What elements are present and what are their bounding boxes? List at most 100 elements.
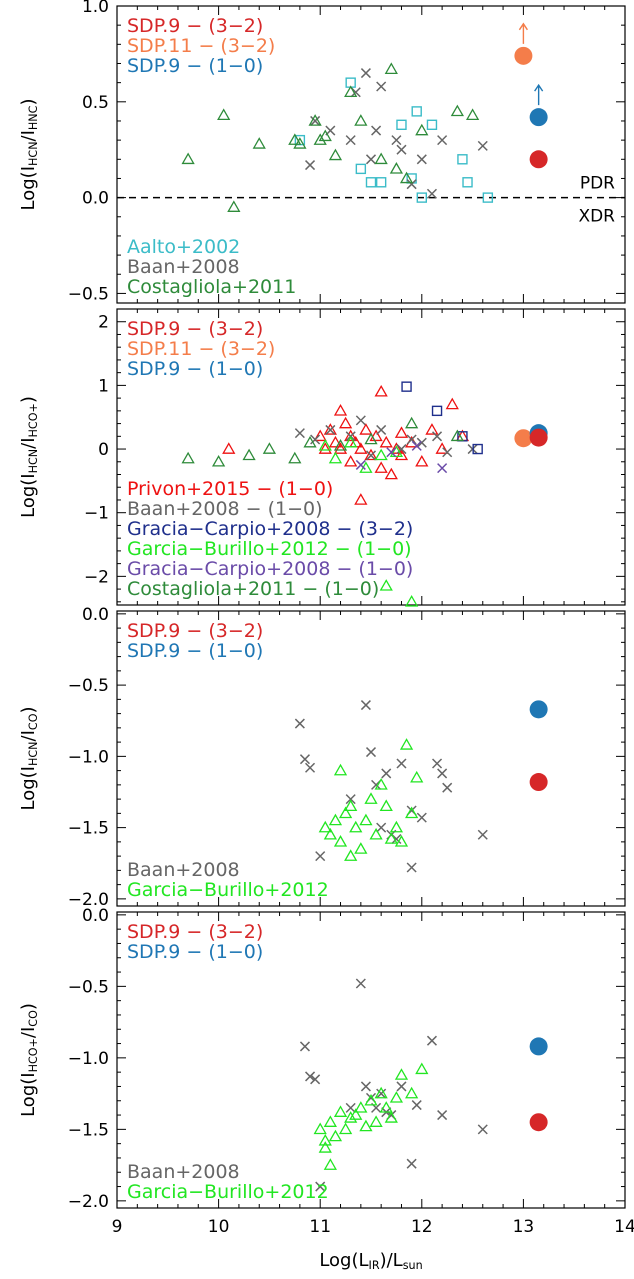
series <box>318 435 419 607</box>
data-point <box>318 820 332 833</box>
data-point <box>181 152 195 165</box>
data-point <box>425 423 439 435</box>
y-tick-label: −1 <box>84 504 109 524</box>
series <box>514 22 533 65</box>
x-tick-label: 14 <box>614 1217 634 1237</box>
data-point <box>360 68 371 79</box>
data-point <box>406 434 417 445</box>
y-tick-label: −0.5 <box>68 284 109 304</box>
data-point <box>333 404 348 416</box>
data-point <box>437 135 448 146</box>
data-point <box>328 1129 343 1142</box>
data-point <box>411 440 422 451</box>
data-point <box>426 119 438 131</box>
data-point <box>344 799 358 812</box>
data-point <box>465 108 480 120</box>
plot-frame <box>116 308 626 606</box>
data-point <box>365 747 377 758</box>
data-point <box>328 451 343 464</box>
data-point <box>477 1124 488 1135</box>
data-point <box>328 148 343 161</box>
data-point <box>313 133 327 145</box>
series <box>529 700 548 719</box>
data-point <box>405 595 419 607</box>
legend-entry: SDP.9 − (3−2) <box>127 318 263 340</box>
data-point <box>333 763 348 776</box>
data-point <box>294 428 305 439</box>
panel-2: −2 −1 0 1 2 Log(IHCN/IHCO+) SDP.9 − (3−2)SDP.1… <box>18 308 626 607</box>
data-point <box>376 1088 387 1099</box>
x-tick-label: 10 <box>208 1217 230 1237</box>
data-point <box>445 397 459 410</box>
data-point <box>315 851 326 862</box>
data-point <box>477 140 488 151</box>
legend-entry: SDP.9 − (3−2) <box>127 921 263 943</box>
data-point <box>450 104 464 117</box>
data-point <box>405 416 419 429</box>
data-point <box>399 171 414 184</box>
data-point <box>384 62 398 75</box>
y-tick-label: −1.5 <box>68 819 109 839</box>
data-point <box>371 125 382 136</box>
legend-entry: Baan+2008 <box>127 859 240 881</box>
x-axis-label: Log(LIR)/Lsun <box>319 1250 422 1272</box>
data-point <box>376 81 387 92</box>
series <box>181 416 464 467</box>
data-point <box>349 820 363 833</box>
data-point <box>333 439 348 451</box>
data-point <box>242 448 256 461</box>
data-point <box>374 384 388 397</box>
data-point <box>529 700 548 719</box>
y-tick-label: −2.0 <box>68 1192 109 1212</box>
data-point <box>514 429 533 448</box>
legend-entry: SDP.9 − (1−0) <box>127 640 263 662</box>
data-point <box>359 813 373 826</box>
data-point <box>482 192 494 203</box>
plot-frame <box>116 911 626 1209</box>
data-point <box>354 493 368 505</box>
data-point <box>355 163 367 175</box>
data-point <box>181 451 195 464</box>
y-tick-label: −1.0 <box>68 747 109 767</box>
data-point <box>354 842 368 854</box>
series <box>514 429 533 448</box>
data-point <box>514 46 533 65</box>
data-point <box>354 114 368 126</box>
data-point <box>379 799 393 812</box>
data-point <box>318 439 332 451</box>
legend-entry: Gracia−Carpio+2008 − (1−0) <box>127 558 413 580</box>
data-point <box>431 405 443 417</box>
panel-1: −0.5 0.0 0.5 1.0 Log(IHCN/IHNC) PDR XDR SDP.9 −… <box>18 0 626 304</box>
data-point <box>294 718 305 729</box>
data-point <box>328 813 343 826</box>
data-point <box>338 416 353 429</box>
legend-entry: Baan+2008 <box>127 1161 240 1183</box>
data-point <box>355 415 366 426</box>
x-tick-label: 12 <box>411 1217 433 1237</box>
y-axis-label: Log(IHCN/IHCO+) <box>18 396 40 518</box>
data-point <box>364 432 378 445</box>
data-point <box>313 1122 327 1135</box>
data-point <box>369 1115 383 1127</box>
data-point <box>333 1105 348 1117</box>
legend-entry: SDP.9 − (1−0) <box>127 358 263 380</box>
data-point <box>369 827 383 840</box>
data-point <box>318 1133 332 1146</box>
data-point <box>384 1111 398 1123</box>
y-tick-label: 2 <box>98 313 109 333</box>
data-point <box>313 429 327 442</box>
data-point <box>432 758 443 769</box>
data-point <box>396 144 407 155</box>
data-point <box>374 448 388 461</box>
data-point <box>359 1119 373 1132</box>
lower-limit-arrow <box>518 22 528 44</box>
data-point <box>299 1041 310 1052</box>
data-point <box>318 129 332 142</box>
data-point <box>415 123 429 136</box>
data-point <box>384 832 398 844</box>
legend-entry: SDP.11 − (3−2) <box>127 338 275 360</box>
series <box>313 1062 429 1170</box>
data-point <box>345 794 356 805</box>
data-point <box>450 429 464 442</box>
data-point <box>308 114 322 126</box>
